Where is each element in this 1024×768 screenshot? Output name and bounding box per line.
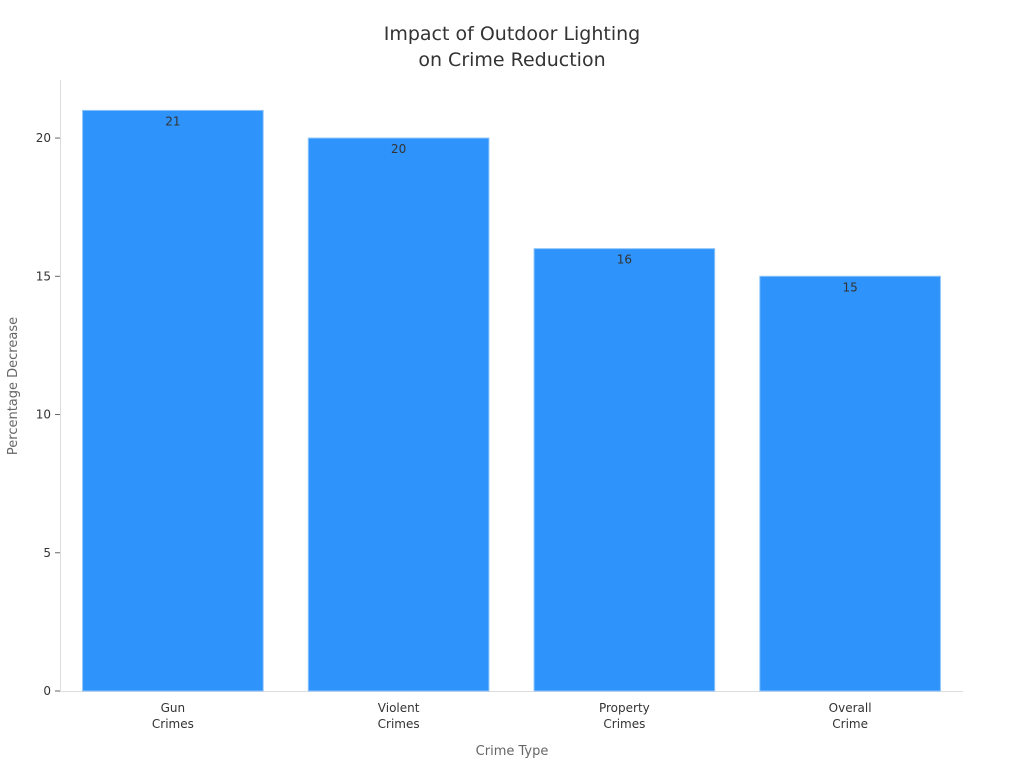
x-tick-label: Crimes (603, 717, 645, 731)
x-axis-label: Crime Type (476, 744, 549, 759)
y-tick-label: 10 (36, 408, 51, 422)
y-tick-label: 5 (43, 546, 51, 560)
data-label: 16 (617, 253, 632, 267)
x-tick-label: Crimes (378, 717, 420, 731)
data-label: 21 (165, 114, 180, 128)
bar (533, 248, 716, 692)
x-tick-label: Overall (829, 701, 872, 715)
x-tick-label: Property (599, 701, 650, 715)
data-label: 15 (842, 280, 857, 294)
x-tick-label: Gun (161, 701, 186, 715)
chart-title-line-1: Impact of Outdoor Lighting (384, 23, 641, 45)
bar (759, 275, 941, 692)
chart-title-line-2: on Crime Reduction (418, 49, 605, 71)
x-tick-label: Crime (832, 717, 868, 731)
y-tick-label: 0 (43, 684, 51, 698)
bar (82, 109, 264, 692)
data-label: 20 (391, 142, 406, 156)
x-tick-label: Crimes (152, 717, 194, 731)
x-tick-label: Violent (378, 701, 420, 715)
bar (307, 137, 490, 692)
y-axis-label: Percentage Decrease (6, 317, 21, 455)
y-tick-label: 20 (36, 131, 51, 145)
y-tick-label: 15 (36, 269, 51, 283)
